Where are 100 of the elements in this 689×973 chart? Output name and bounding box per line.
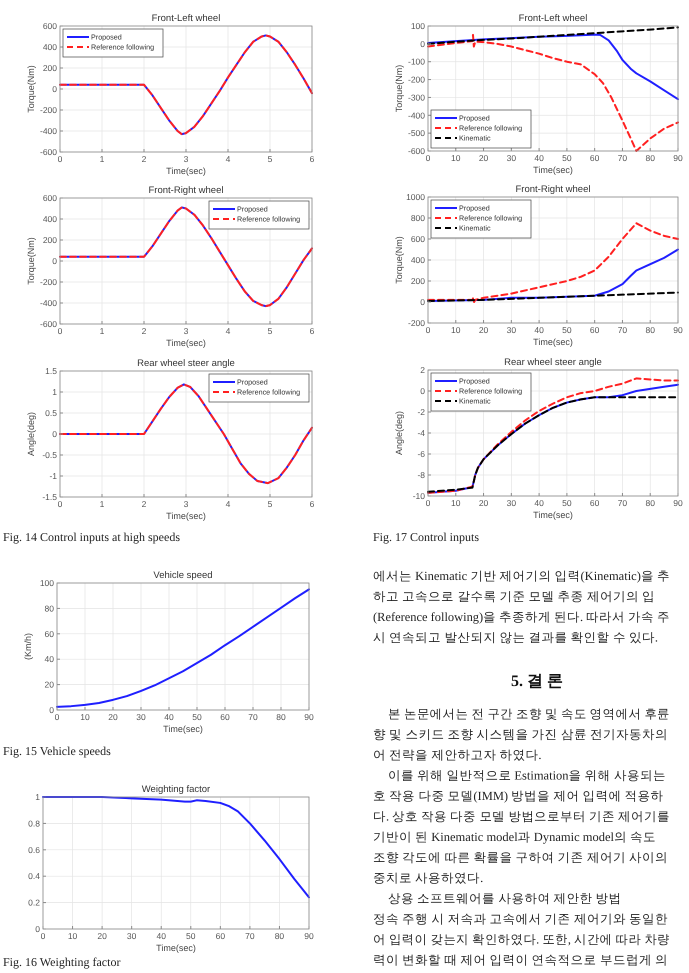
y-axis-title: Angle(deg)	[26, 412, 36, 456]
x-tick-label: 60	[590, 498, 600, 508]
x-tick-label: 60	[590, 325, 600, 335]
x-tick-label: 6	[310, 499, 315, 509]
y-tick-label: 0.4	[28, 871, 40, 882]
x-tick-label: 50	[562, 498, 572, 508]
y-tick-label: -10	[412, 491, 426, 501]
x-tick-label: 10	[451, 498, 461, 508]
text: 력이 변화할 때 제어 입력이 연속적으로 부드럽게 의	[373, 953, 668, 967]
y-tick-label: 80	[44, 603, 54, 614]
x-tick-label: 30	[506, 325, 516, 335]
x-axis-title: Time(sec)	[166, 511, 206, 521]
y-tick-label: -1	[49, 471, 58, 481]
x-tick-label: 40	[164, 712, 174, 722]
x-tick-label: 20	[478, 153, 489, 163]
text: 하고 고속으로 갈수록 기준 모델 추종 제어기의 입	[373, 590, 655, 604]
text: 향 및 스키드 조향 시스템을 가진 삼륜 전기자동차의	[373, 728, 668, 742]
x-tick-label: 4	[226, 326, 231, 336]
x-tick-label: 90	[673, 498, 683, 508]
x-tick-label: 80	[274, 931, 284, 941]
x-tick-label: 80	[645, 153, 656, 163]
x-tick-label: 80	[645, 325, 656, 335]
x-tick-label: 90	[304, 931, 314, 941]
y-tick-label: -400	[40, 298, 58, 308]
line-series	[59, 206, 313, 308]
y-tick-label: -400	[408, 110, 426, 120]
caption: Fig. 15 Vehicle speeds	[3, 744, 112, 758]
y-axis-title: Torque(Nm)	[26, 237, 36, 285]
y-tick-label: 0	[420, 386, 426, 396]
y-tick-label: 400	[42, 42, 58, 52]
y-tick-label: 200	[42, 235, 58, 245]
y-tick-label: -1.5	[42, 492, 58, 502]
text: 어 전략을 제안하고자 하였다.	[373, 748, 542, 762]
y-tick-label: 200	[42, 63, 58, 73]
y-axis-title: Angle(deg)	[394, 410, 404, 456]
text: 기반이 된 Kinematic model과 Dynamic model의 속도	[373, 830, 656, 844]
y-tick-label: 20	[44, 680, 54, 690]
y-axis-title: Torque(Nm)	[26, 65, 36, 113]
text: 중치로 사용하였다.	[373, 871, 484, 885]
x-tick-label: 10	[80, 712, 90, 722]
x-tick-label: 30	[136, 712, 146, 722]
y-tick-label: 400	[410, 255, 426, 265]
text: 조향 각도에 따른 확률을 구하여 기존 제어기 사이의	[373, 850, 668, 864]
line-series	[59, 34, 313, 136]
x-tick-label: 2	[142, 326, 147, 336]
y-tick-label: -0.5	[42, 450, 58, 460]
text: 다. 상호 작용 다중 모델 방법으로부터 기존 제어기를	[373, 810, 671, 824]
y-tick-label: -100	[408, 56, 426, 67]
line-series	[427, 34, 679, 152]
text: 5. 결 론	[511, 673, 563, 690]
x-axis-title: Time(sec)	[533, 510, 573, 520]
y-tick-label: 600	[42, 193, 58, 203]
y-tick-label: 0	[420, 297, 426, 307]
x-axis-title: Time(sec)	[533, 165, 573, 175]
y-tick-label: 1	[35, 792, 40, 802]
x-tick-label: 70	[618, 325, 628, 335]
x-tick-label: 3	[184, 499, 189, 509]
x-tick-label: 50	[192, 712, 202, 722]
x-tick-label: 3	[184, 326, 189, 336]
x-tick-label: 10	[68, 931, 78, 941]
line-series	[427, 222, 679, 303]
x-tick-label: 50	[562, 325, 572, 335]
chart-title: Rear wheel steer angle	[504, 357, 602, 368]
x-tick-label: 1	[100, 154, 105, 164]
x-tick-label: 60	[590, 153, 600, 163]
y-tick-label: -200	[40, 105, 58, 115]
y-tick-label: 0	[35, 924, 40, 934]
x-tick-label: 70	[618, 498, 628, 508]
x-tick-label: 90	[673, 153, 683, 163]
text: 에서는 Kinematic 기반 제어기의 입력(Kinematic)을 추	[373, 569, 670, 583]
text: 본 논문에서는 전 구간 조향 및 속도 영역에서 후륜	[388, 707, 673, 721]
y-tick-label: 100	[410, 21, 426, 31]
x-tick-label: 40	[156, 931, 166, 941]
x-tick-label: 20	[108, 712, 118, 722]
x-tick-label: 40	[534, 498, 544, 508]
y-tick-label: -400	[40, 126, 58, 136]
x-tick-label: 10	[451, 153, 461, 163]
y-tick-label: 2	[420, 365, 426, 375]
x-tick-label: 30	[126, 931, 137, 941]
chart-title: Front-Left wheel	[152, 13, 220, 24]
y-axis-title: Torque(Nm)	[394, 64, 404, 112]
y-tick-label: -600	[40, 147, 58, 157]
x-tick-label: 4	[226, 154, 231, 164]
x-axis-title: Time(sec)	[533, 337, 573, 347]
x-tick-label: 90	[673, 325, 683, 335]
y-tick-label: 0.2	[28, 898, 40, 908]
line-series	[427, 26, 679, 45]
x-axis-title: Time(sec)	[166, 338, 206, 348]
x-tick-label: 60	[216, 931, 226, 941]
x-tick-label: 60	[220, 712, 230, 722]
x-tick-label: 1	[100, 326, 105, 336]
x-tick-label: 1	[100, 499, 105, 509]
chart-title: Front-Right wheel	[148, 185, 224, 196]
x-tick-label: 6	[310, 326, 315, 336]
y-tick-label: 0	[420, 38, 426, 49]
x-tick-label: 80	[276, 712, 286, 722]
x-tick-label: 70	[248, 712, 258, 722]
y-tick-label: 40	[44, 654, 54, 664]
y-axis-title: (Km/h)	[23, 632, 33, 660]
x-tick-label: 5	[268, 326, 273, 336]
